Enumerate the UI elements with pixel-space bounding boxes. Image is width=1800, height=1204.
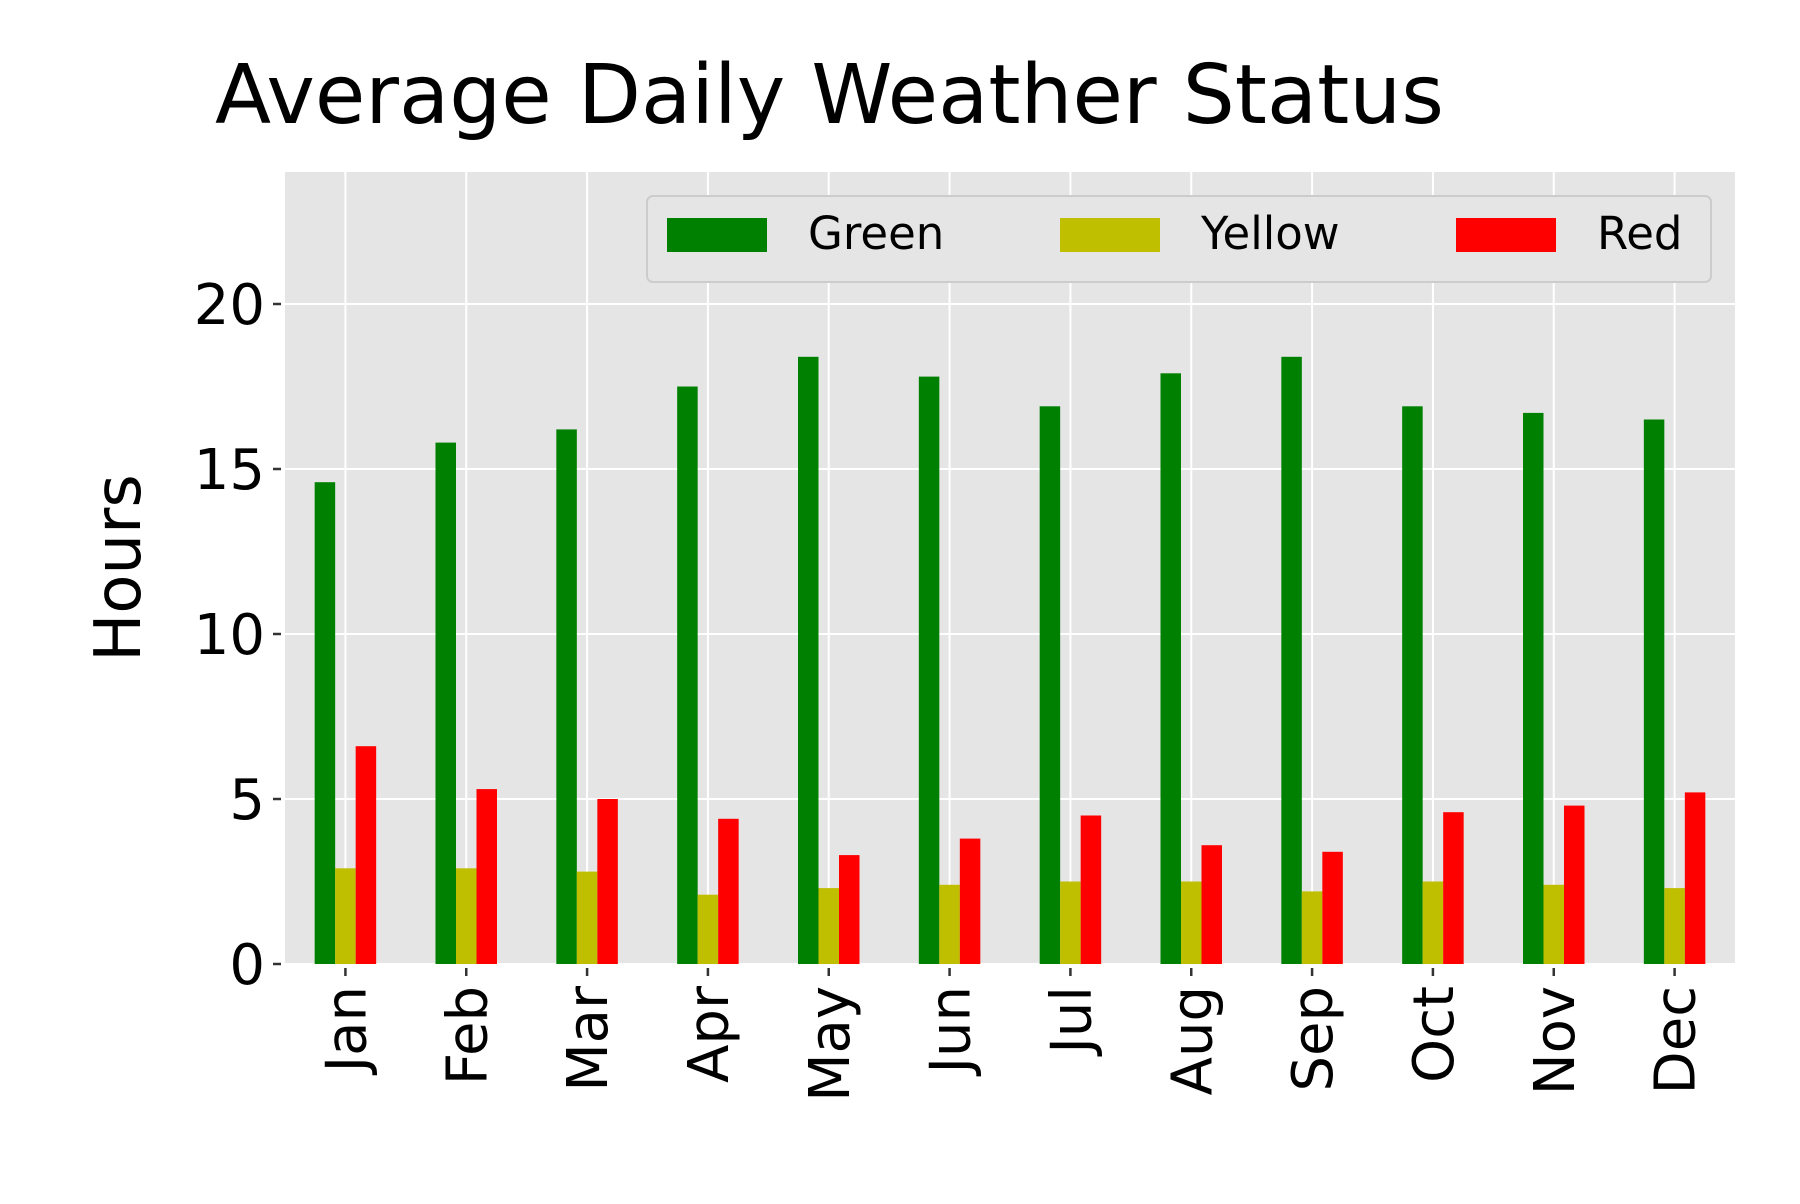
x-tick-label: Apr <box>677 985 742 1083</box>
bar-red <box>839 855 860 964</box>
bar-green <box>556 429 577 964</box>
legend-label-green: Green <box>808 207 944 260</box>
bar-red <box>1684 792 1706 964</box>
bar-yellow <box>818 888 839 964</box>
bar-yellow <box>1060 881 1081 964</box>
x-tick-label: Jul <box>1039 986 1104 1057</box>
bar-green <box>435 442 456 965</box>
y-axis-label: Hours <box>82 474 156 662</box>
y-tick-label: 20 <box>194 273 265 338</box>
x-tick-label: Jun <box>919 986 984 1077</box>
bar-yellow <box>1181 881 1202 964</box>
bar-red <box>597 799 618 964</box>
x-tick-label: Feb <box>435 986 500 1085</box>
bar-green <box>314 482 336 964</box>
y-tick-label: 5 <box>229 768 265 833</box>
bar-yellow <box>576 871 598 964</box>
x-tick-label: Nov <box>1523 986 1588 1095</box>
grid-lines <box>285 172 1735 965</box>
legend-swatch-green <box>667 218 767 252</box>
bar-green <box>1402 406 1423 964</box>
bar-red <box>1201 845 1222 964</box>
bar-green <box>677 386 698 964</box>
bar-red <box>1443 812 1464 964</box>
x-tick-label: Oct <box>1402 986 1467 1083</box>
bar-green <box>1160 373 1181 964</box>
bars <box>314 356 1706 965</box>
bar-green <box>1523 412 1544 964</box>
legend-box <box>646 195 1712 283</box>
bar-green <box>1643 419 1665 964</box>
bar-red <box>355 746 377 964</box>
x-tick-label: Sep <box>1281 986 1346 1092</box>
legend-label-yellow: Yellow <box>1200 207 1340 260</box>
bar-yellow <box>939 884 960 964</box>
bar-green <box>918 376 940 965</box>
bar-yellow <box>456 868 477 964</box>
bar-yellow <box>1543 884 1564 964</box>
plot-area <box>285 172 1735 964</box>
y-tick-label: 10 <box>194 603 265 668</box>
x-tick-label: Mar <box>556 985 621 1092</box>
x-tick-label: May <box>798 986 863 1102</box>
y-tick-label: 15 <box>194 438 265 503</box>
bar-red <box>718 818 739 964</box>
x-tick-label: Jan <box>314 986 379 1075</box>
bar-red <box>959 838 981 964</box>
bar-yellow <box>335 868 356 964</box>
axes: 0 5 10 15 20 Jan Feb Mar Apr May Jun Jul Aug Sep Oct No… <box>194 273 1709 1102</box>
y-tick-label: 0 <box>229 933 265 998</box>
bar-green <box>798 356 819 964</box>
bar-red <box>1564 805 1585 964</box>
legend-swatch-yellow <box>1060 218 1160 252</box>
bar-yellow <box>697 894 719 964</box>
bar-green <box>1039 406 1061 964</box>
bar-green <box>1281 356 1302 964</box>
x-tick-label: Dec <box>1644 986 1709 1094</box>
bar-red <box>1080 815 1102 964</box>
legend: Green Yellow Red <box>646 195 1712 283</box>
legend-swatch-red <box>1456 218 1556 252</box>
bar-yellow <box>1664 888 1685 964</box>
chart-title: Average Daily Weather Status <box>215 48 1444 143</box>
x-tick-label: Aug <box>1160 986 1225 1095</box>
legend-label-red: Red <box>1597 207 1683 260</box>
bar-yellow <box>1422 881 1444 964</box>
bar-red <box>476 789 497 964</box>
bar-yellow <box>1301 891 1323 964</box>
bar-red <box>1322 851 1343 964</box>
